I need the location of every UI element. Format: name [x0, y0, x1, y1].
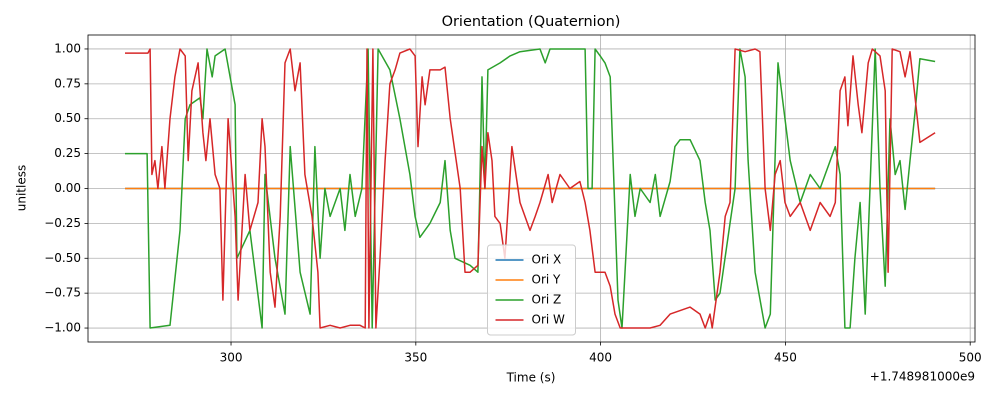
x-tick-label: 300	[220, 351, 243, 365]
line-series	[125, 48, 936, 329]
y-tick-label: 1.00	[54, 41, 81, 55]
chart-title: Orientation (Quaternion)	[442, 14, 621, 30]
legend-label: Ori Y	[532, 273, 562, 287]
y-axis-label: unitless	[15, 165, 29, 211]
x-offset-label: +1.748981000e9	[870, 370, 975, 384]
line-series	[125, 48, 936, 329]
x-tick-label: 400	[589, 351, 612, 365]
y-tick-label: −0.75	[44, 286, 81, 300]
y-tick-label: −0.50	[44, 251, 81, 265]
legend-label: Ori W	[532, 313, 566, 327]
y-tick-label: 0.25	[54, 146, 81, 160]
x-axis-label: Time (s)	[506, 371, 556, 385]
x-tick-label: 500	[959, 351, 982, 365]
legend-box	[487, 244, 576, 336]
plot-frame	[87, 34, 976, 343]
legend-label: Ori X	[532, 253, 562, 267]
y-tick-label: −0.25	[44, 216, 81, 230]
y-tick-label: 0.50	[54, 111, 81, 125]
legend-label: Ori Z	[532, 293, 562, 307]
y-tick-label: −1.00	[44, 321, 81, 335]
y-tick-label: 0.00	[54, 181, 81, 195]
x-tick-label: 450	[774, 351, 797, 365]
x-tick-label: 350	[404, 351, 427, 365]
y-tick-label: 0.75	[54, 76, 81, 90]
